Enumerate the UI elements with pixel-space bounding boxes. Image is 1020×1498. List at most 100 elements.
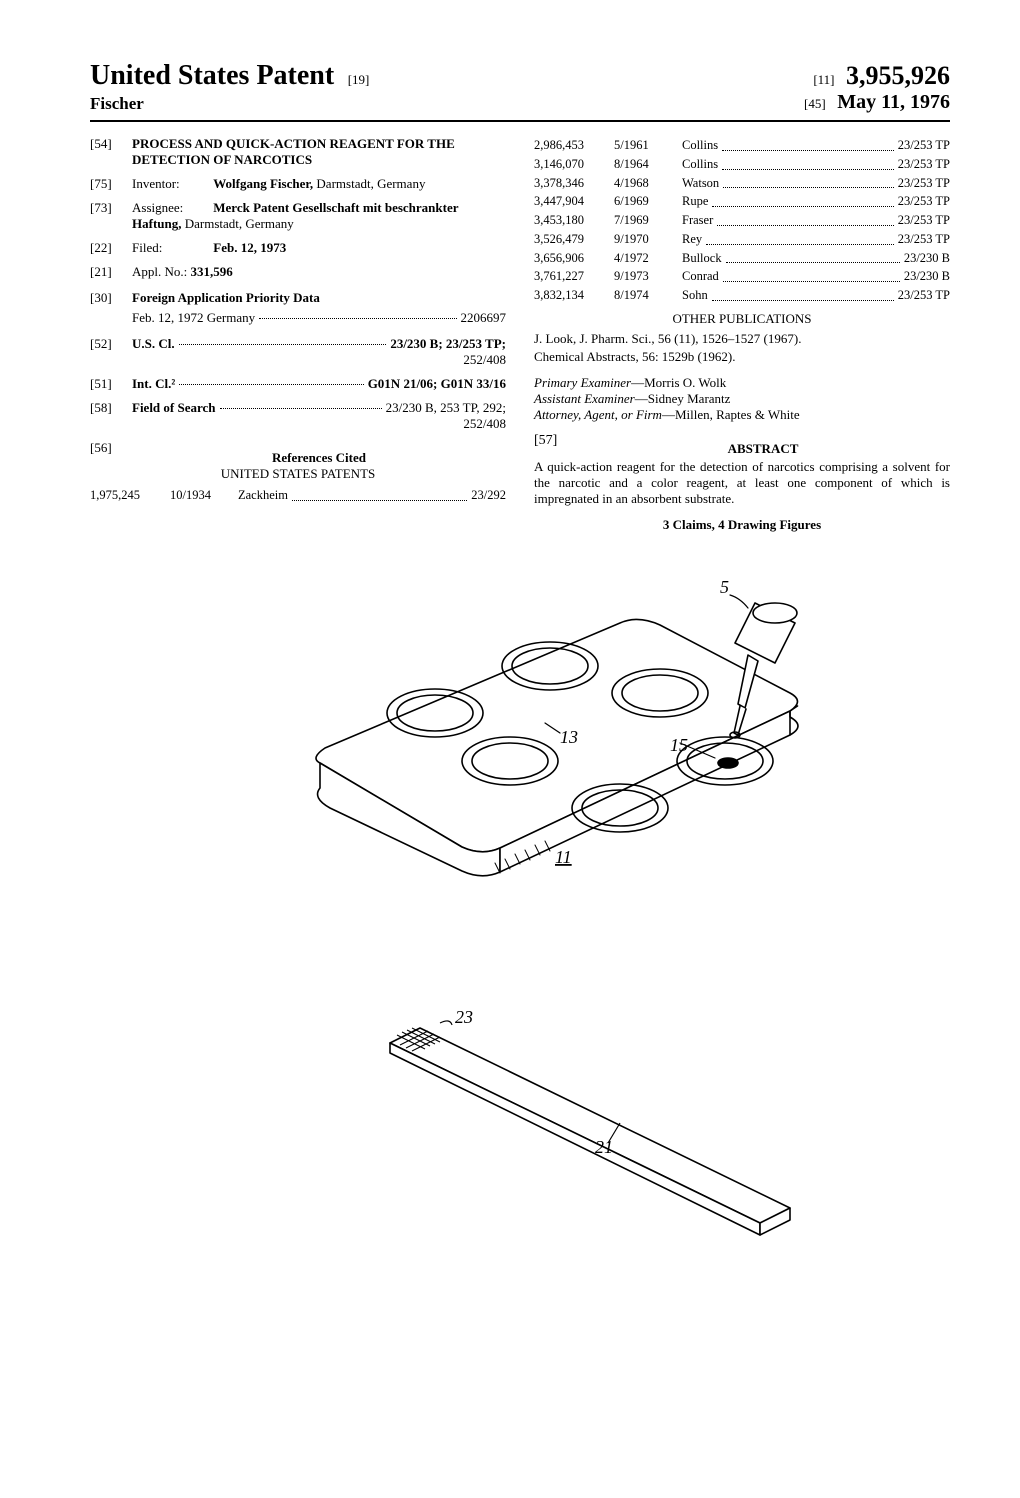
patent-no: 3,146,070: [534, 155, 614, 174]
patent-no: 3,378,346: [534, 174, 614, 193]
ref-cited-sub: UNITED STATES PATENTS: [90, 466, 506, 482]
section-51: [51] Int. Cl.² G01N 21/06; G01N 33/16: [90, 376, 506, 392]
patent-ref-row: 3,832,1348/1974Sohn23/253 TP: [534, 286, 950, 305]
patent-class: 23/292: [471, 486, 506, 505]
fig-label-15: 15: [670, 735, 688, 755]
patent-date: 4/1972: [614, 249, 682, 268]
patent-header: United States Patent [19] Fischer [11] 3…: [90, 60, 950, 114]
dots: [723, 263, 900, 282]
patent-ref-row: 1,975,24510/1934Zackheim 23/292: [90, 486, 506, 505]
sec-num: [73]: [90, 200, 132, 232]
fos-row: Field of Search 23/230 B, 253 TP, 292;: [132, 400, 506, 416]
section-30: [30] Foreign Application Priority Data F…: [90, 290, 506, 326]
fig-label-23: 23: [455, 1007, 473, 1027]
sec-body: Assignee: Merck Patent Gesellschaft mit …: [132, 200, 506, 232]
appl-value: 331,596: [191, 264, 233, 279]
fapd-title: Foreign Application Priority Data: [132, 290, 506, 306]
sec-num: [56]: [90, 440, 132, 466]
dots: [712, 188, 893, 207]
attorney-line: Attorney, Agent, or Firm—Millen, Raptes …: [534, 407, 950, 423]
patent-no: 3,761,227: [534, 267, 614, 286]
uscl-tail: 23/230 B; 23/253 TP;: [390, 336, 506, 352]
main-title: United States Patent: [90, 60, 334, 91]
assignee-label: Assignee:: [132, 200, 210, 216]
sec-num: [21]: [90, 264, 132, 280]
sec-body: U.S. Cl. 23/230 B; 23/253 TP; 252/408: [132, 336, 506, 368]
sec-num: [22]: [90, 240, 132, 256]
dots: [712, 282, 894, 301]
patent-no: 1,975,245: [90, 486, 170, 505]
assistant-examiner-label: Assistant Examiner: [534, 391, 635, 406]
dots: [722, 132, 894, 151]
appl-label: Appl. No.:: [132, 264, 187, 279]
us-patents-left: 1,975,24510/1934Zackheim 23/292: [90, 486, 506, 505]
patent-class: 23/253 TP: [898, 155, 950, 174]
dots: [723, 170, 894, 189]
dots: [717, 207, 894, 226]
date-bracket: [45]: [804, 96, 826, 111]
patent-date: 7/1969: [614, 211, 682, 230]
patent-class: 23/230 B: [904, 249, 950, 268]
patent-figure: 5 13 15 11 23 21: [90, 563, 950, 1283]
abstract-body: A quick-action reagent for the detection…: [534, 459, 950, 507]
attorney-label: Attorney, Agent, or Firm: [534, 407, 662, 422]
patent-class: 23/253 TP: [898, 192, 950, 211]
claims-line: 3 Claims, 4 Drawing Figures: [534, 517, 950, 533]
abstract-title: ABSTRACT: [576, 441, 950, 457]
patent-date: 4/1968: [614, 174, 682, 193]
fig-label-5: 5: [720, 577, 729, 597]
sec-body: Filed: Feb. 12, 1973: [132, 240, 506, 256]
inventor-name: Wolfgang Fischer,: [213, 176, 313, 191]
section-57: [57] ABSTRACT: [534, 433, 950, 457]
assignee-rest: Darmstadt, Germany: [185, 216, 294, 231]
patent-date: 6/1969: [614, 192, 682, 211]
patent-name: Collins: [682, 136, 718, 155]
section-21: [21] Appl. No.: 331,596: [90, 264, 506, 280]
section-54: [54] PROCESS AND QUICK-ACTION REAGENT FO…: [90, 136, 506, 168]
fig-label-21: 21: [595, 1137, 613, 1157]
dots: [706, 226, 894, 245]
sec-num: [58]: [90, 400, 132, 432]
patent-date: 10/1934: [170, 486, 238, 505]
section-56: [56] References Cited UNITED STATES PATE…: [90, 440, 506, 505]
header-right: [11] 3,955,926 [45] May 11, 1976: [804, 61, 950, 114]
dots: [726, 245, 900, 264]
patent-class: 23/253 TP: [898, 230, 950, 249]
inventor-surname: Fischer: [90, 94, 369, 114]
sec-body: Field of Search 23/230 B, 253 TP, 292; 2…: [132, 400, 506, 432]
dots: [292, 482, 467, 501]
patent-date: 5/1961: [614, 136, 682, 155]
num-bracket: [11]: [813, 72, 834, 87]
sec-num: [54]: [90, 136, 132, 168]
sec-num: [75]: [90, 176, 132, 192]
dots: [722, 151, 894, 170]
patent-name-cls: Zackheim 23/292: [238, 486, 506, 505]
fig-label-11: 11: [555, 847, 572, 867]
dots: [259, 318, 456, 319]
patent-class: 23/230 B: [904, 267, 950, 286]
section-52: [52] U.S. Cl. 23/230 B; 23/253 TP; 252/4…: [90, 336, 506, 368]
patent-number: 3,955,926: [846, 61, 950, 90]
invention-title: PROCESS AND QUICK-ACTION REAGENT FOR THE…: [132, 136, 506, 168]
patent-class: 23/253 TP: [898, 174, 950, 193]
patent-class: 23/253 TP: [898, 286, 950, 305]
patent-no: 2,986,453: [534, 136, 614, 155]
intcl-lead: Int. Cl.²: [132, 376, 175, 392]
attorney: Millen, Raptes & White: [675, 407, 800, 422]
patent-name: Zackheim: [238, 486, 288, 505]
ref-cited-title: References Cited: [132, 450, 506, 466]
examiners-block: Primary Examiner—Morris O. Wolk Assistan…: [534, 375, 950, 423]
uscl-row: U.S. Cl. 23/230 B; 23/253 TP;: [132, 336, 506, 352]
patent-date: May 11, 1976: [837, 91, 950, 113]
patent-class: 23/253 TP: [898, 136, 950, 155]
dots: [220, 408, 382, 409]
sec-body: Foreign Application Priority Data Feb. 1…: [132, 290, 506, 326]
patent-name: Rupe: [682, 192, 708, 211]
section-73: [73] Assignee: Merck Patent Gesellschaft…: [90, 200, 506, 232]
left-column: [54] PROCESS AND QUICK-ACTION REAGENT FO…: [90, 136, 506, 533]
uscl-lead: U.S. Cl.: [132, 336, 175, 352]
patent-name: Collins: [682, 155, 718, 174]
patent-no: 3,656,906: [534, 249, 614, 268]
publications-list: J. Look, J. Pharm. Sci., 56 (11), 1526–1…: [534, 331, 950, 365]
patent-no: 3,526,479: [534, 230, 614, 249]
